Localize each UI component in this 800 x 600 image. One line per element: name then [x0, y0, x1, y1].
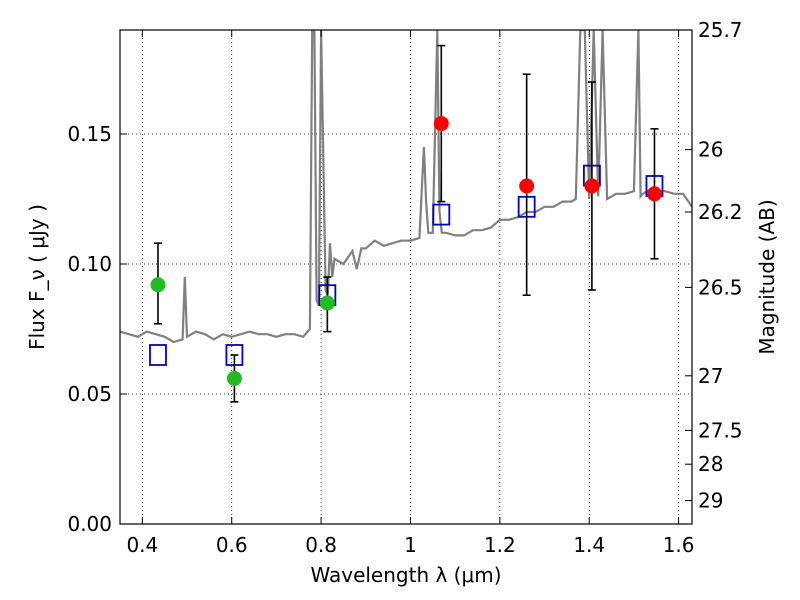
spectrum-line [120, 30, 692, 344]
y-axis-right-label: Magnitude (AB) [755, 199, 779, 354]
observed-point [319, 295, 335, 311]
y-right-tick-label: 26.2 [698, 200, 743, 224]
y-tick-label: 0.00 [67, 512, 112, 536]
x-tick-label: 0.6 [216, 533, 248, 557]
x-tick-label: 1.2 [484, 533, 516, 557]
y-tick-label: 0.10 [67, 252, 112, 276]
y-right-tick-label: 27 [698, 364, 723, 388]
template-spectrum [120, 30, 692, 344]
x-axis-label: Wavelength λ (μm) [310, 563, 501, 587]
y-right-tick-label: 28 [698, 452, 723, 476]
observed-point [646, 186, 662, 202]
observed-point [433, 116, 449, 132]
axis-ticks: 0.4 0.6 0.8 1 1.2 1.4 1.6 0.00 0.05 0.10 0.15 25.7 2… [67, 18, 742, 557]
x-tick-label: 0.4 [126, 533, 158, 557]
y-right-tick-label: 25.7 [698, 18, 743, 42]
observed-point [226, 370, 242, 386]
model-square [432, 203, 451, 226]
x-tick-label: 0.8 [305, 533, 337, 557]
observed-point [584, 178, 600, 194]
observed-point [150, 277, 166, 293]
model-square [149, 344, 167, 366]
x-tick-label: 1.4 [573, 533, 605, 557]
y-axis-label: Flux F_ν ( μJy ) [25, 204, 49, 350]
plot-frame [119, 29, 693, 525]
observed-points [150, 44, 662, 403]
y-right-tick-label: 26 [698, 138, 723, 162]
y-tick-label: 0.15 [67, 122, 112, 146]
x-tick-label: 1 [404, 533, 417, 557]
y-right-tick-label: 27.5 [698, 418, 743, 442]
y-right-tick-label: 26.5 [698, 275, 743, 299]
y-tick-label: 0.05 [67, 382, 112, 406]
grid [120, 30, 692, 525]
x-tick-label: 1.6 [663, 533, 695, 557]
observed-point [519, 178, 535, 194]
y-right-tick-label: 29 [698, 489, 723, 513]
